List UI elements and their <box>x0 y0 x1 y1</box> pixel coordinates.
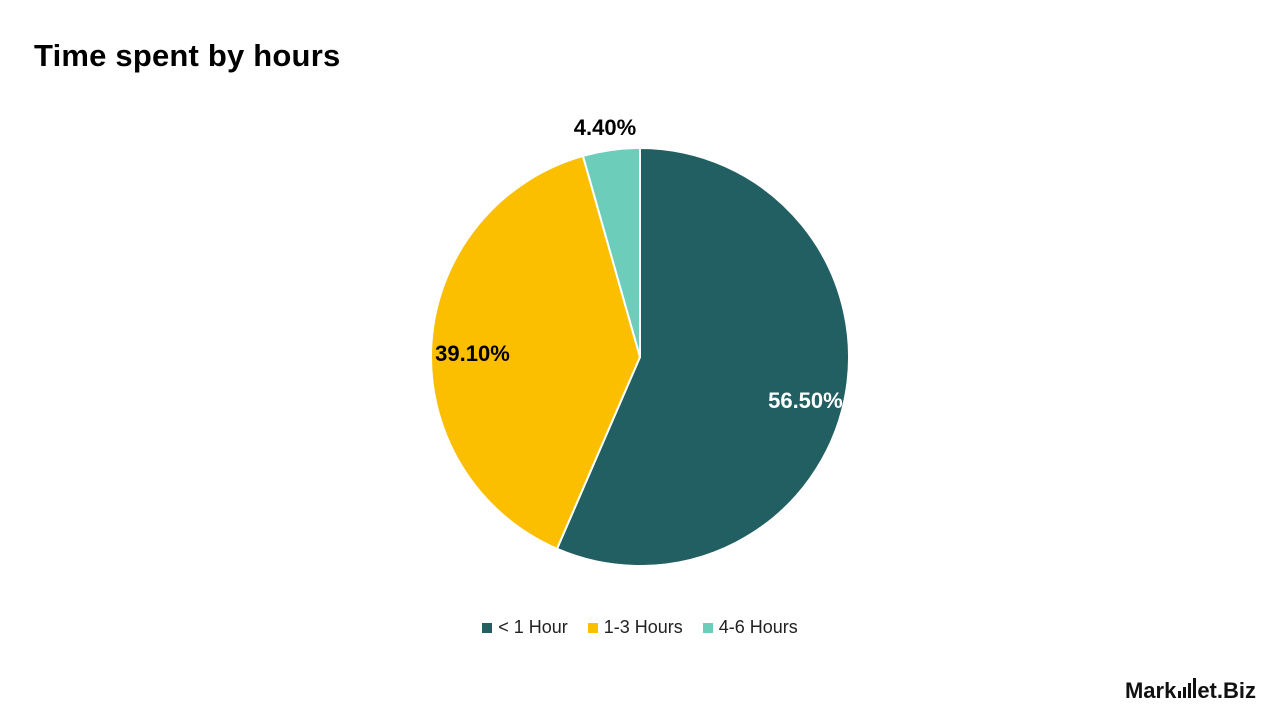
legend-swatch <box>587 622 598 633</box>
legend-label: < 1 Hour <box>498 617 568 637</box>
legend-swatch <box>482 622 493 633</box>
legend: < 1 Hour 1-3 Hours 4-6 Hours <box>0 617 1280 638</box>
legend-item-4-6-hours: 4-6 Hours <box>702 617 798 638</box>
pie-slice-4-6-hours <box>581 146 641 358</box>
legend-label: 4-6 Hours <box>718 617 798 637</box>
data-label-4-6-hours: 4.40% <box>574 115 636 140</box>
marketbiz-logo: Mark et.Biz <box>1125 678 1256 704</box>
data-label-less-than-1-hour: 56.50% <box>768 388 843 413</box>
logo-text-left: Mark <box>1124 678 1177 703</box>
legend-item-less-than-1-hour: < 1 Hour <box>482 617 568 638</box>
bar-chart-icon <box>1178 676 1197 698</box>
legend-label: 1-3 Hours <box>603 617 683 637</box>
logo-text-right: et.Biz <box>1197 678 1256 703</box>
chart-title: Time spent by hours <box>34 38 341 73</box>
legend-swatch <box>702 622 713 633</box>
pie-slice-1-3-hours <box>430 154 642 551</box>
legend-item-1-3-hours: 1-3 Hours <box>587 617 683 638</box>
pie-slice-less-than-1-hour <box>555 146 850 567</box>
data-label-1-3-hours: 39.10% <box>435 341 510 366</box>
